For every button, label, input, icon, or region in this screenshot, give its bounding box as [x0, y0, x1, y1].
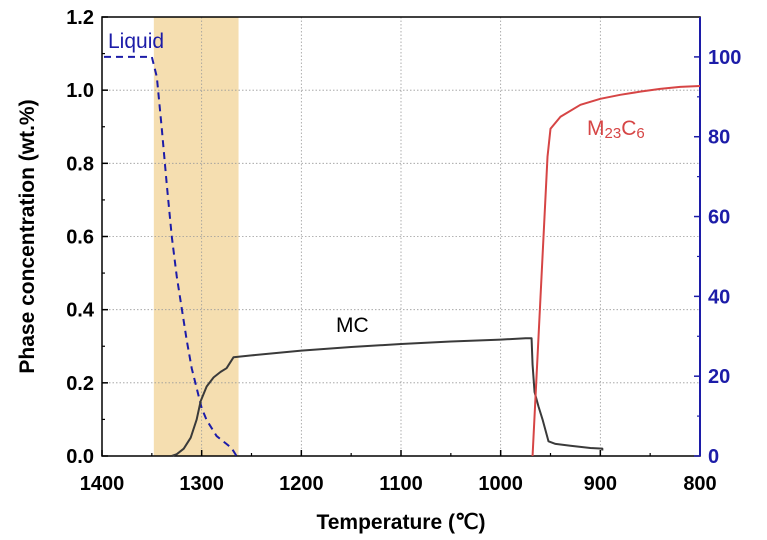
y-right-tick-label: 0 — [708, 446, 719, 468]
y-axis-title: Phase concentration (wt.%) — [16, 99, 39, 373]
series-line-liquid — [103, 55, 238, 457]
x-axis-title: Temperature (℃) — [316, 511, 485, 534]
x-tick-label: 1100 — [379, 473, 422, 495]
y-right-tick-label: 100 — [708, 47, 741, 69]
y-left-tick-label: 1.0 — [66, 80, 94, 102]
series-line-mc — [171, 337, 604, 457]
y-left-tick-label: 0.8 — [66, 153, 94, 175]
x-tick-label: 1000 — [478, 473, 523, 495]
annotation-mc: MC — [336, 314, 369, 337]
y-right-tick-label: 80 — [708, 127, 730, 149]
annotation-m23c6-base: M — [587, 117, 605, 140]
x-tick-label: 1300 — [179, 473, 224, 495]
y-left-tick-label: 0.0 — [66, 446, 94, 468]
annotation-m23c6-sub1: 23 — [605, 125, 622, 142]
y-right-tick-label: 40 — [708, 286, 730, 308]
y-left-tick-label: 1.2 — [66, 7, 94, 29]
x-tick-label: 900 — [584, 473, 617, 495]
grid-lines — [102, 17, 700, 456]
annotation-liquid: Liquid — [108, 30, 164, 53]
y-left-tick-label: 0.4 — [66, 300, 95, 322]
y-right-tick-label: 60 — [708, 207, 730, 229]
y-axis-left: 0.0 0.2 0.4 0.6 0.8 1.0 1.2 — [66, 7, 108, 468]
x-tick-label: 800 — [683, 473, 716, 495]
x-tick-label: 1400 — [80, 473, 125, 495]
x-tick-label: 1200 — [279, 473, 324, 495]
annotation-m23c6-sub2: 6 — [636, 125, 644, 142]
y-left-tick-label: 0.6 — [66, 227, 94, 249]
annotation-m23c6-mid: C — [621, 117, 636, 140]
x-axis: 1400 1300 1200 1100 1000 900 800 — [80, 450, 717, 495]
series-group — [103, 55, 701, 457]
y-left-tick-label: 0.2 — [66, 373, 94, 395]
annotation-m23c6: M23C6 — [587, 117, 645, 142]
y-axis-right: 0 20 40 60 80 100 — [694, 17, 741, 468]
y-right-tick-label: 20 — [708, 366, 730, 388]
series-line-m23c6 — [531, 85, 701, 457]
